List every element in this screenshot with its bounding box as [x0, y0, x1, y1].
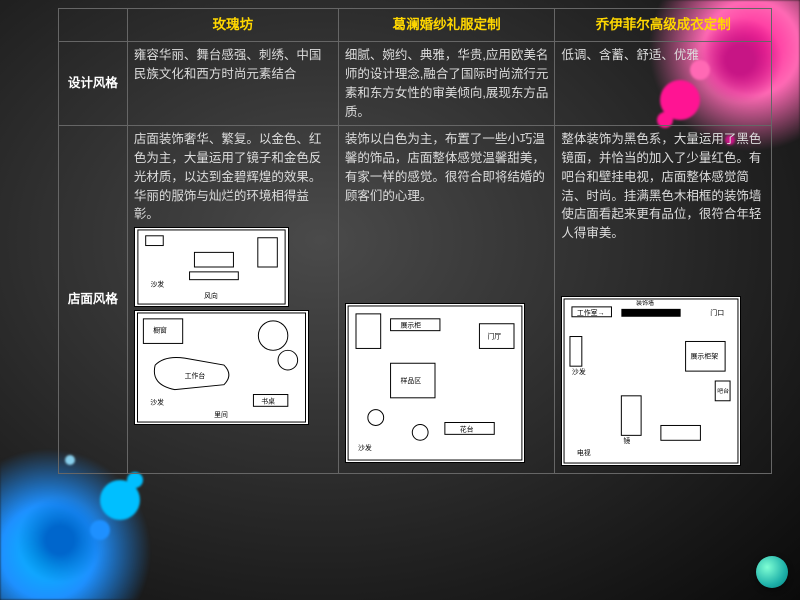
header-row: 玫瑰坊 葛澜婚纱礼服定制 乔伊菲尔高级成衣定制	[59, 9, 772, 42]
store-cell-2: 装饰以白色为主，布置了一些小巧温馨的饰品，店面整体感觉温馨甜美，有家一样的感觉。…	[338, 126, 555, 474]
design-style-row: 设计风格 雍容华丽、舞台感强、刺绣、中国民族文化和西方时尚元素结合 细腻、婉约、…	[59, 42, 772, 126]
floor-plan-1a: 沙发 风向	[134, 227, 289, 307]
svg-text:工作室→: 工作室→	[577, 308, 605, 317]
floor-plan-1b: 橱窗 工作台 书桌 沙发 里间	[134, 310, 309, 425]
svg-text:门厅: 门厅	[487, 332, 501, 341]
svg-text:样品区: 样品区	[400, 376, 421, 385]
svg-text:装饰墙: 装饰墙	[637, 299, 655, 307]
floor-plan-3: 工作室→ 装饰墙 门口 沙发 展示柜架 吧台 镜 电视	[561, 296, 741, 466]
svg-text:吧台: 吧台	[718, 387, 730, 395]
row-label-store: 店面风格	[59, 126, 128, 474]
next-button[interactable]	[756, 556, 788, 588]
design-cell-1: 雍容华丽、舞台感强、刺绣、中国民族文化和西方时尚元素结合	[127, 42, 338, 126]
comparison-table: 玫瑰坊 葛澜婚纱礼服定制 乔伊菲尔高级成衣定制 设计风格 雍容华丽、舞台感强、刺…	[58, 8, 772, 474]
store-text-1: 店面装饰奢华、繁复。以金色、红色为主，大量运用了镜子和金色反光材质，以达到金碧辉…	[134, 130, 332, 224]
store-cell-3: 整体装饰为黑色系，大量运用了黑色镜面，并恰当的加入了少量红色。有吧台和壁挂电视，…	[555, 126, 772, 474]
floor-plan-2: 展示柜 门厅 样品区 花台 沙发	[345, 303, 525, 463]
svg-text:展示柜架: 展示柜架	[691, 351, 719, 360]
svg-text:门口: 门口	[711, 308, 725, 317]
svg-text:里间: 里间	[214, 411, 228, 419]
row-label-design: 设计风格	[59, 42, 128, 126]
store-text-2: 装饰以白色为主，布置了一些小巧温馨的饰品，店面整体感觉温馨甜美，有家一样的感觉。…	[345, 130, 549, 205]
svg-text:橱窗: 橱窗	[153, 326, 167, 335]
design-cell-3: 低调、含蓄、舒适、优雅	[555, 42, 772, 126]
svg-text:沙发: 沙发	[150, 280, 164, 289]
svg-text:沙发: 沙发	[150, 397, 164, 406]
design-cell-2: 细腻、婉约、典雅，华贵,应用欧美名师的设计理念,融合了国际时尚流行元素和东方女性…	[338, 42, 555, 126]
store-text-3: 整体装饰为黑色系，大量运用了黑色镜面，并恰当的加入了少量红色。有吧台和壁挂电视，…	[561, 130, 765, 243]
header-brand2: 葛澜婚纱礼服定制	[338, 9, 555, 42]
svg-text:沙发: 沙发	[358, 443, 372, 452]
svg-text:展示柜: 展示柜	[400, 321, 421, 330]
svg-text:电视: 电视	[577, 448, 591, 457]
svg-text:工作台: 工作台	[184, 371, 205, 380]
svg-text:镜: 镜	[624, 436, 631, 445]
store-cell-1: 店面装饰奢华、繁复。以金色、红色为主，大量运用了镜子和金色反光材质，以达到金碧辉…	[127, 126, 338, 474]
header-brand3: 乔伊菲尔高级成衣定制	[555, 9, 772, 42]
svg-text:风向: 风向	[204, 291, 218, 300]
svg-text:花台: 花台	[460, 425, 474, 434]
svg-text:沙发: 沙发	[572, 367, 586, 376]
svg-text:书桌: 书桌	[261, 396, 275, 405]
corner-cell	[59, 9, 128, 42]
header-brand1: 玫瑰坊	[127, 9, 338, 42]
store-style-row: 店面风格 店面装饰奢华、繁复。以金色、红色为主，大量运用了镜子和金色反光材质，以…	[59, 126, 772, 474]
